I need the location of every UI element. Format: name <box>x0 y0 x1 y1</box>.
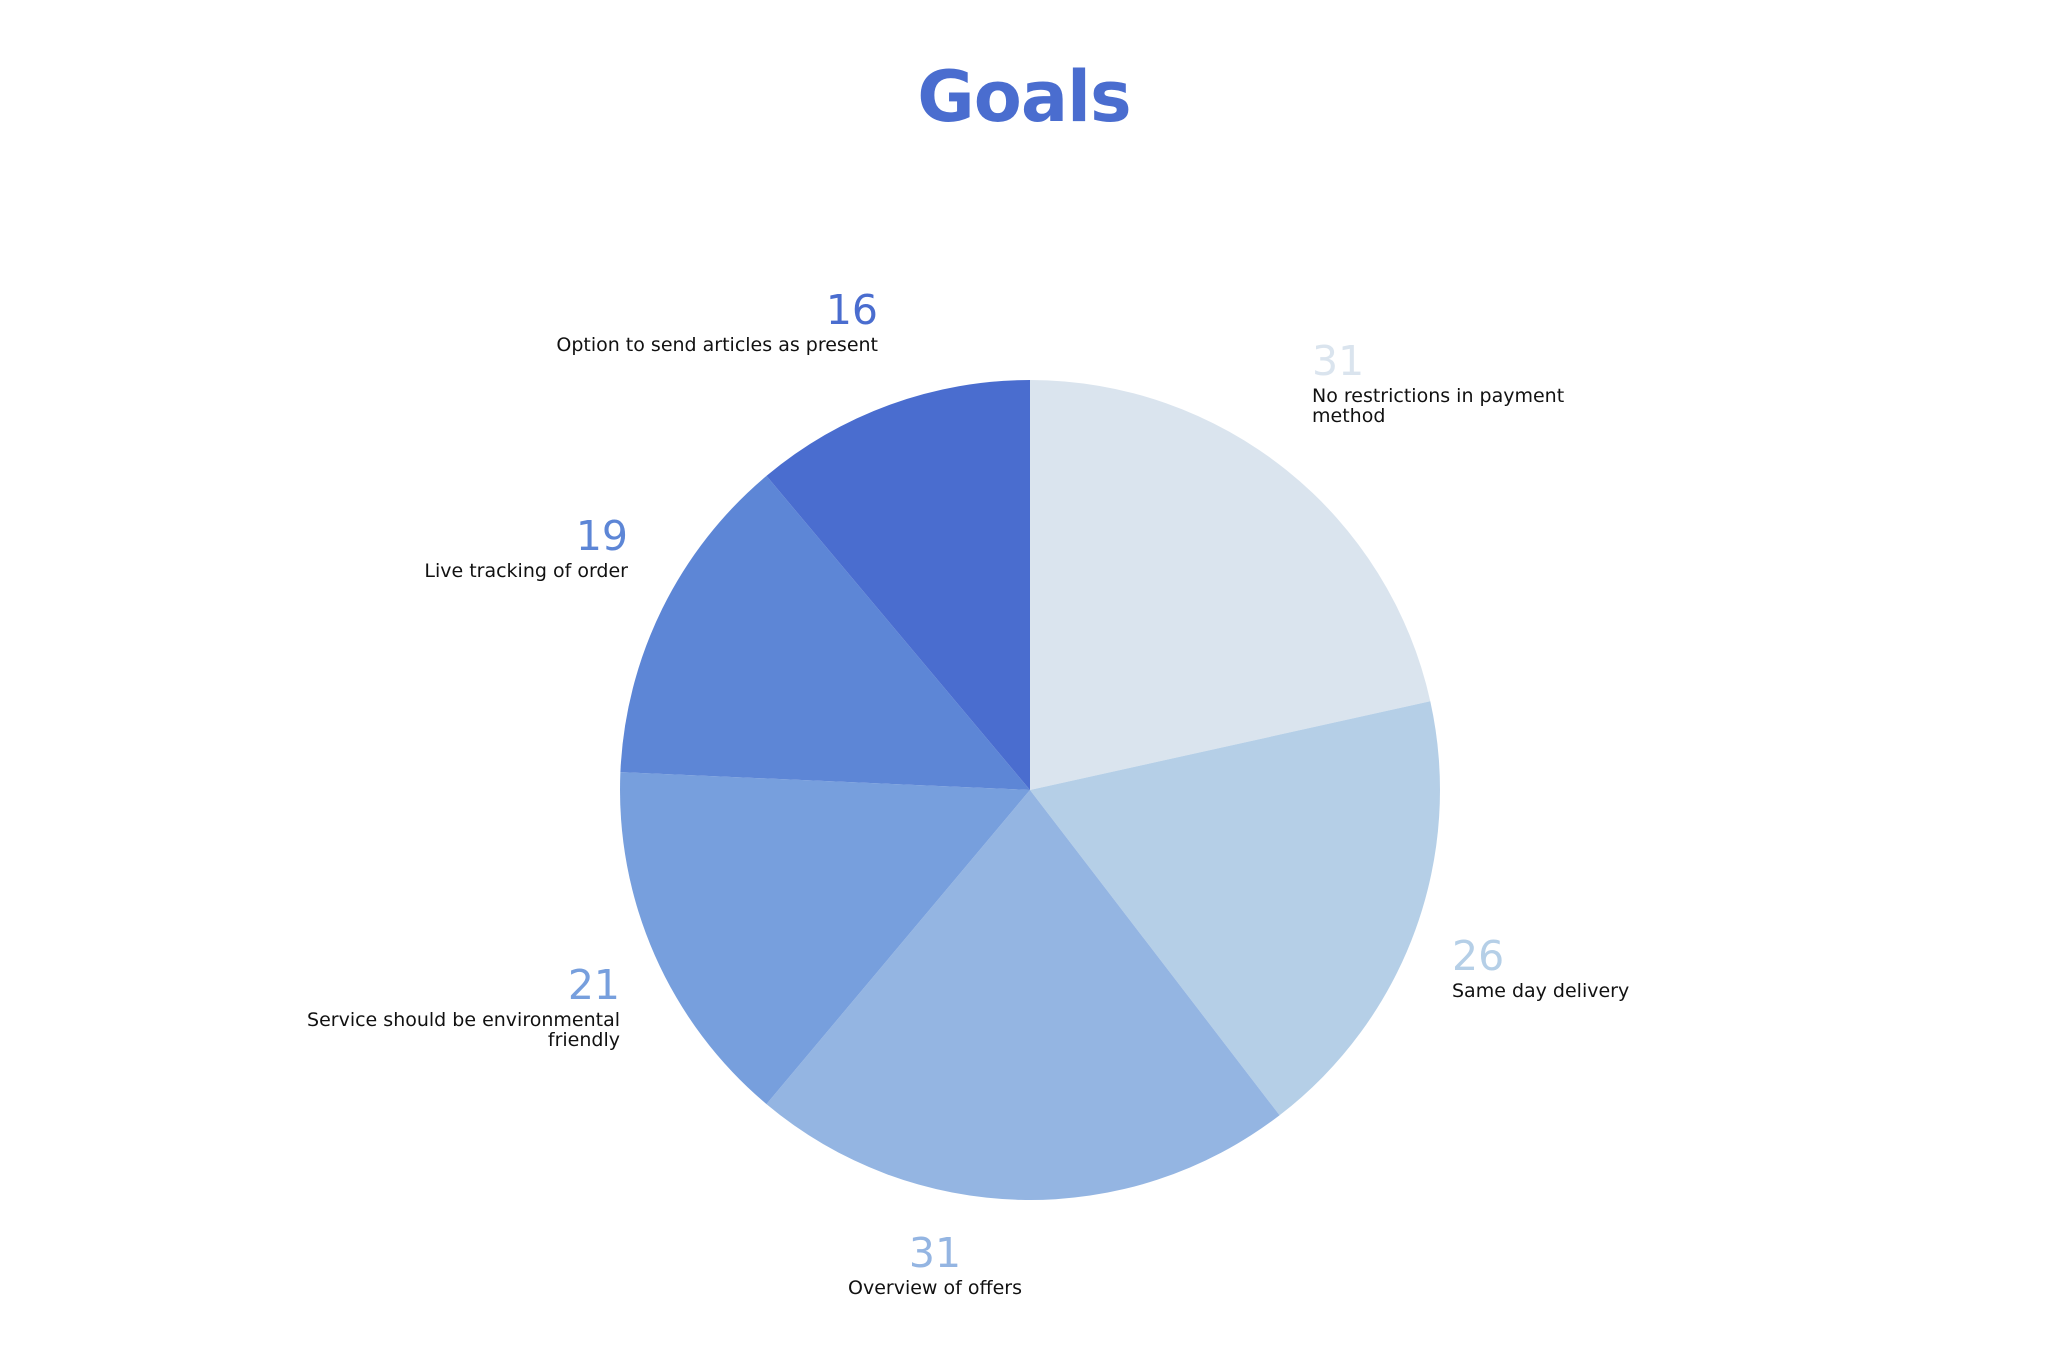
slice-label: 31 No restrictions in payment method <box>1312 338 1642 426</box>
slice-label: 19 Live tracking of order <box>298 513 628 581</box>
slice-value-label: 26 <box>1452 932 1505 980</box>
chart-title: Goals <box>917 56 1131 138</box>
pie-slice <box>1030 701 1440 1116</box>
slice-label: 16 Option to send articles as present <box>548 287 878 355</box>
slice-label: 31 Overview of offers <box>770 1230 1100 1298</box>
slice-label: 26 Same day delivery <box>1452 933 1782 1001</box>
slice-value-label: 19 <box>575 512 628 560</box>
pie-slice <box>620 772 1030 1105</box>
pie-slice <box>766 790 1280 1200</box>
slice-value-label: 21 <box>567 961 620 1009</box>
slice-category-label: Live tracking of order <box>424 560 628 582</box>
slice-value-label: 16 <box>825 286 878 334</box>
slice-value-label: 31 <box>908 1229 962 1277</box>
slice-category-label: No restrictions in payment method <box>1312 385 1565 427</box>
slice-category-label: Overview of offers <box>848 1277 1022 1299</box>
slice-category-label: Same day delivery <box>1452 980 1630 1002</box>
pie-slice <box>1030 380 1431 790</box>
pie-slice <box>620 475 1030 790</box>
slice-value-label: 31 <box>1312 337 1365 385</box>
pie-slices <box>620 380 1440 1200</box>
pie-slice <box>766 380 1030 790</box>
slice-category-label: Option to send articles as present <box>556 334 878 356</box>
slice-label: 21 Service should be environmental friend… <box>290 962 620 1050</box>
slice-category-label: Service should be environmental friendly <box>307 1009 620 1051</box>
